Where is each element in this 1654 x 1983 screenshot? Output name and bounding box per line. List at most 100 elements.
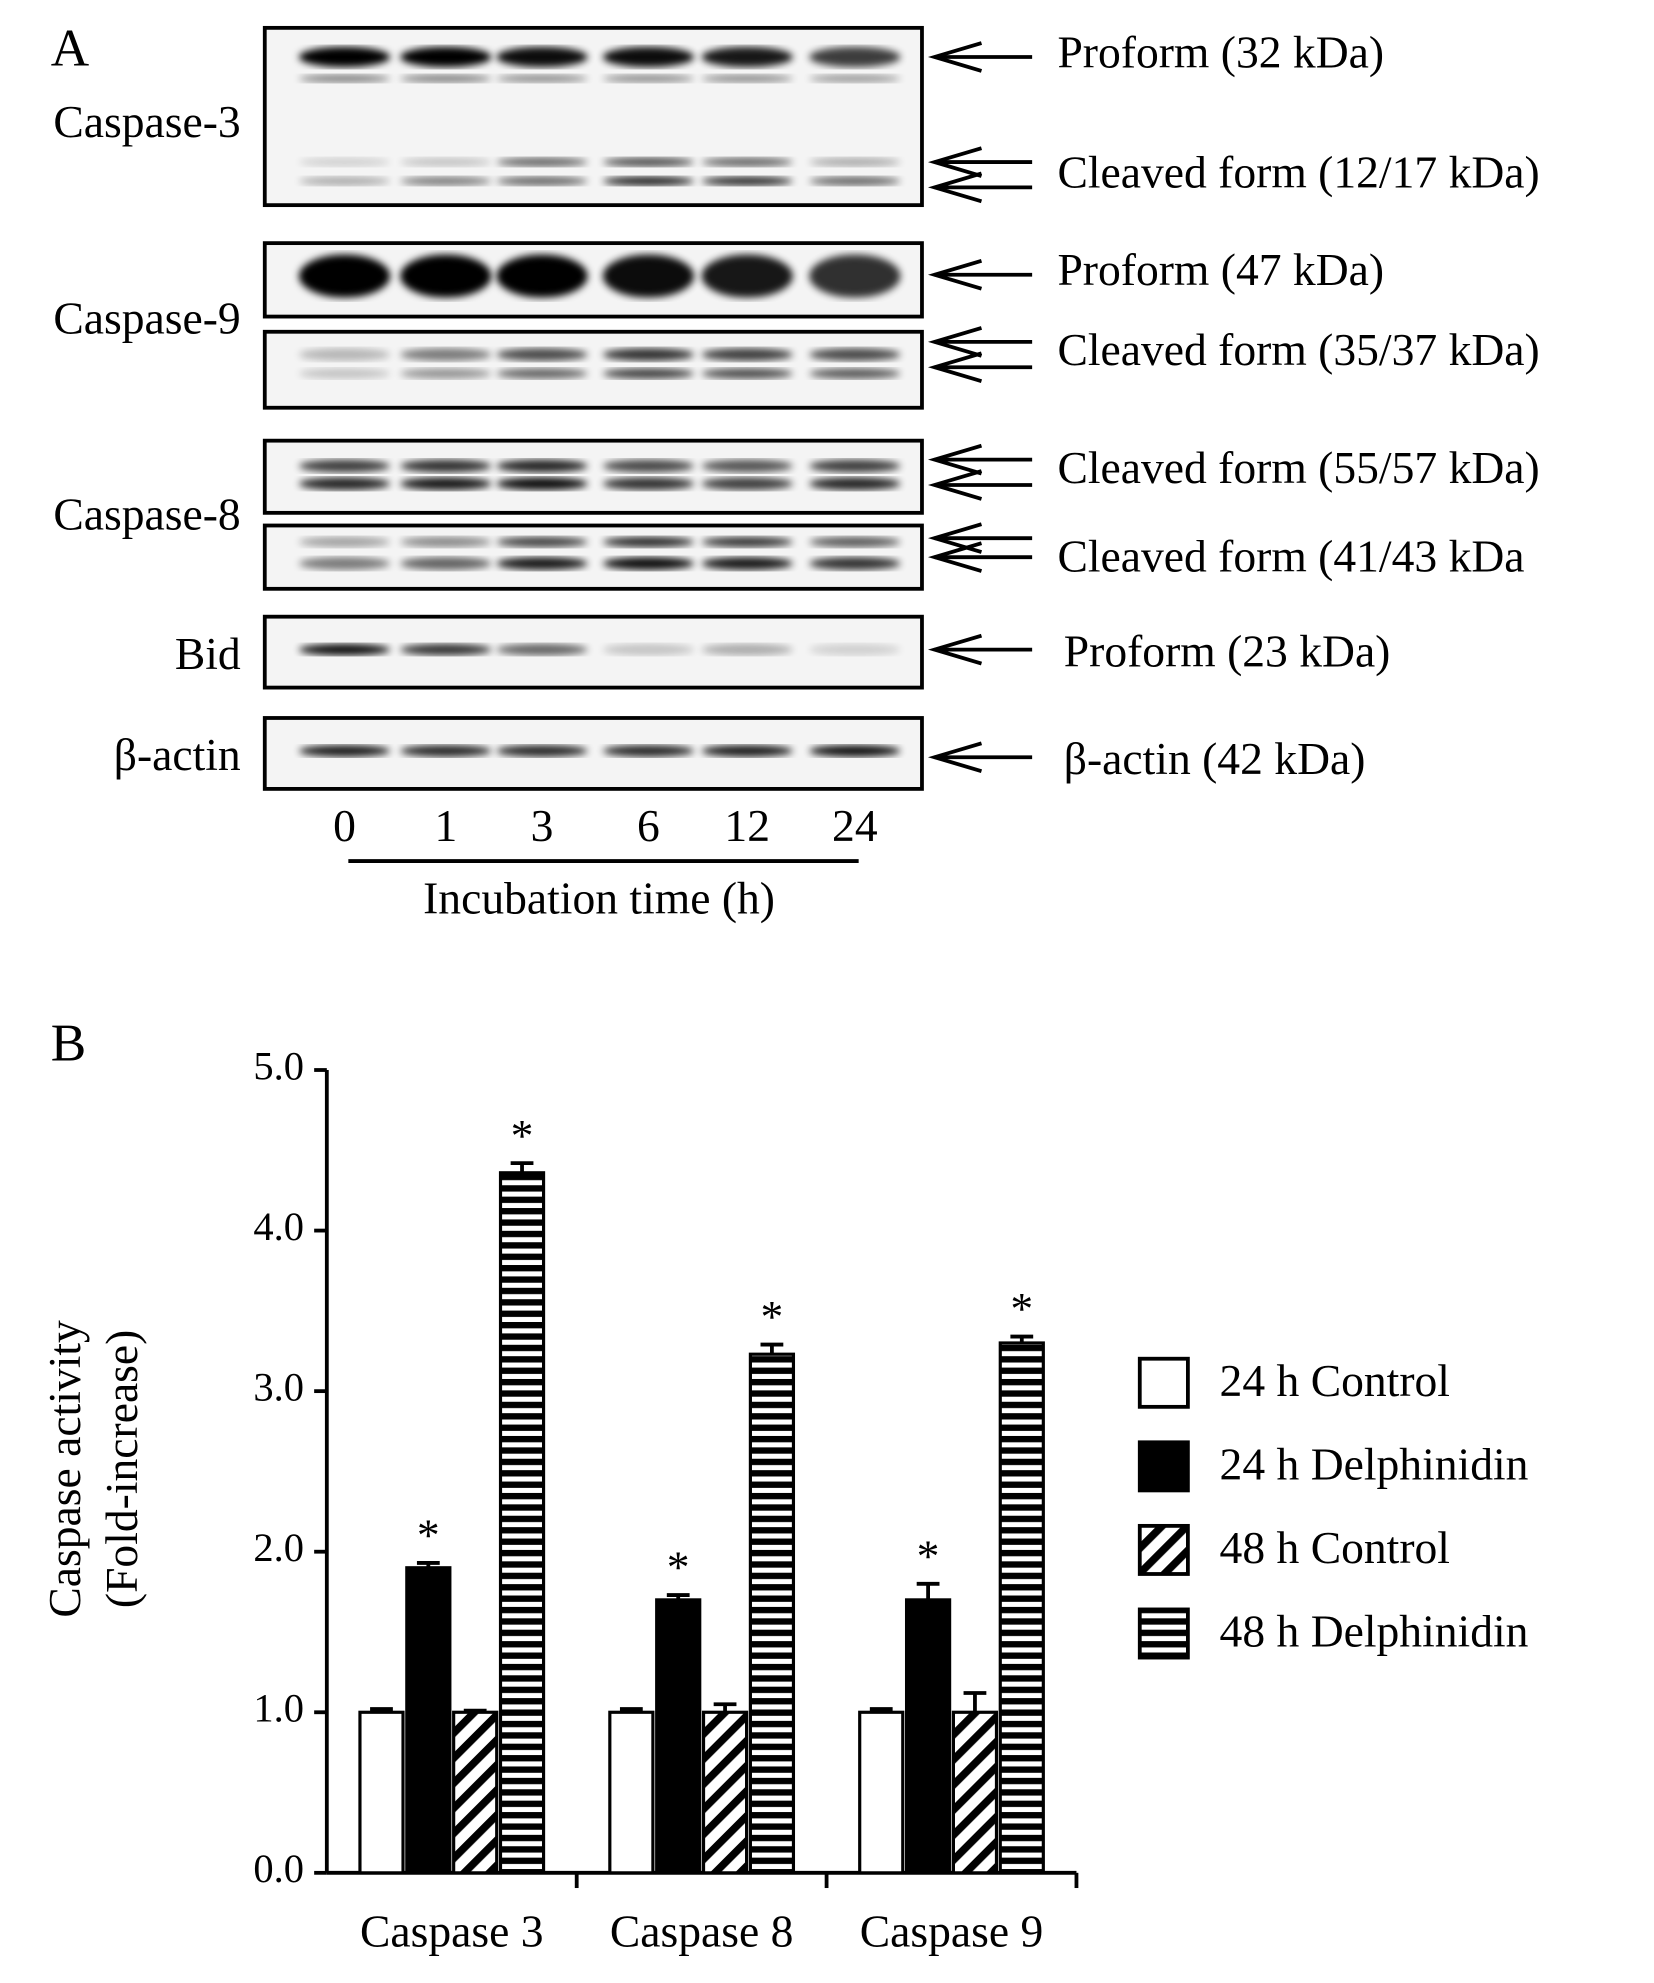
bar	[951, 1710, 999, 1875]
legend-swatch	[1137, 1523, 1190, 1576]
significance-mark: *	[761, 1291, 784, 1342]
blot-band	[602, 477, 695, 491]
bar	[998, 1341, 1045, 1875]
y-axis-label: (Fold-increase)	[96, 1330, 147, 1608]
blot-band	[809, 745, 901, 757]
blot-band	[298, 46, 391, 68]
blot-band	[298, 477, 391, 491]
lane-label: 3	[531, 800, 554, 851]
blot-band	[400, 157, 492, 167]
blot-band	[496, 176, 588, 186]
blot-band	[496, 254, 588, 298]
blot-band	[400, 46, 492, 68]
blot-band	[701, 557, 793, 570]
band-label: Proform (47 kDa)	[1057, 244, 1384, 295]
lane-label: 12	[724, 800, 770, 851]
blot-band	[809, 643, 901, 656]
row-label: β-actin	[114, 729, 241, 780]
bar	[358, 1710, 405, 1875]
row-label: Caspase-3	[53, 96, 240, 147]
blot-band	[809, 557, 901, 570]
band-label: Proform (23 kDa)	[1064, 625, 1391, 676]
blot-band	[602, 368, 695, 379]
blot-band	[602, 46, 695, 68]
bar	[748, 1352, 796, 1875]
blot-band	[602, 459, 695, 473]
bar	[858, 1710, 905, 1875]
panel-label: A	[51, 18, 90, 77]
y-tick-label: 1.0	[253, 1686, 304, 1731]
band-label: Cleaved form (35/37 kDa)	[1057, 324, 1539, 375]
x-tick-label: Caspase 9	[860, 1906, 1044, 1957]
arrow-head	[927, 443, 983, 476]
blot-band	[701, 477, 793, 491]
blot-band	[298, 176, 391, 186]
blot-band	[400, 74, 492, 83]
blot-band	[602, 74, 695, 83]
blot-band	[701, 643, 793, 656]
blot-band	[809, 368, 901, 379]
blot-band	[496, 536, 588, 548]
y-tick-label: 3.0	[253, 1364, 304, 1409]
legend-label: 48 h Control	[1220, 1522, 1450, 1573]
y-tick-label: 4.0	[253, 1204, 304, 1249]
blot-band	[809, 477, 901, 491]
blot-frame	[262, 523, 924, 591]
blot-band	[400, 477, 492, 491]
blot-band	[701, 459, 793, 473]
blot-band	[701, 74, 793, 83]
panel-label: B	[51, 1014, 86, 1073]
blot-band	[809, 459, 901, 473]
blot-band	[602, 536, 695, 548]
arrow-head	[927, 351, 983, 383]
blot-band	[602, 643, 695, 656]
blot-band	[809, 74, 901, 83]
blot-band	[496, 74, 588, 83]
blot-band	[400, 368, 492, 379]
blot-band	[701, 254, 793, 298]
legend-swatch	[1137, 1356, 1190, 1409]
lane-label: 6	[637, 800, 660, 851]
blot-band	[298, 557, 391, 570]
x-tick-label: Caspase 8	[610, 1906, 794, 1957]
row-label: Caspase-9	[53, 292, 240, 343]
blot-band	[809, 348, 901, 361]
blot-band	[809, 254, 901, 298]
blot-band	[809, 176, 901, 186]
arrow-head	[927, 41, 983, 73]
blot-band	[701, 157, 793, 167]
y-axis-label: Caspase activity	[39, 1320, 90, 1618]
blot-band	[496, 46, 588, 68]
blot-band	[496, 348, 588, 361]
blot-band	[701, 348, 793, 361]
row-label: Caspase-8	[53, 489, 240, 540]
blot-band	[298, 157, 391, 167]
band-label: Proform (32 kDa)	[1057, 26, 1384, 77]
blot-band	[602, 254, 695, 298]
row-label: Bid	[175, 628, 241, 679]
blot-band	[701, 46, 793, 68]
y-tick-label: 2.0	[253, 1525, 304, 1570]
blot-band	[496, 557, 588, 570]
blot-band	[400, 459, 492, 473]
blot-band	[496, 745, 588, 757]
bar-chart: 0.0 1.0 2.0 3.0 4.0 5.0 Caspase activity (Fold-…	[39, 1043, 1528, 1956]
blot-band	[809, 46, 901, 68]
arrow-head	[927, 541, 983, 573]
blot-band	[602, 176, 695, 186]
arrow-head	[927, 259, 983, 291]
blot-band	[400, 536, 492, 548]
blot-band	[701, 745, 793, 757]
blot-band	[602, 157, 695, 167]
bar	[405, 1566, 452, 1875]
blot-band	[496, 477, 588, 491]
legend-swatch	[1137, 1607, 1190, 1660]
arrow-head	[927, 146, 983, 178]
significance-mark: *	[917, 1530, 940, 1581]
lane-label: 24	[832, 800, 878, 851]
bar	[452, 1710, 499, 1875]
blot-band	[298, 348, 391, 361]
bar	[904, 1598, 952, 1875]
blot-band	[496, 459, 588, 473]
